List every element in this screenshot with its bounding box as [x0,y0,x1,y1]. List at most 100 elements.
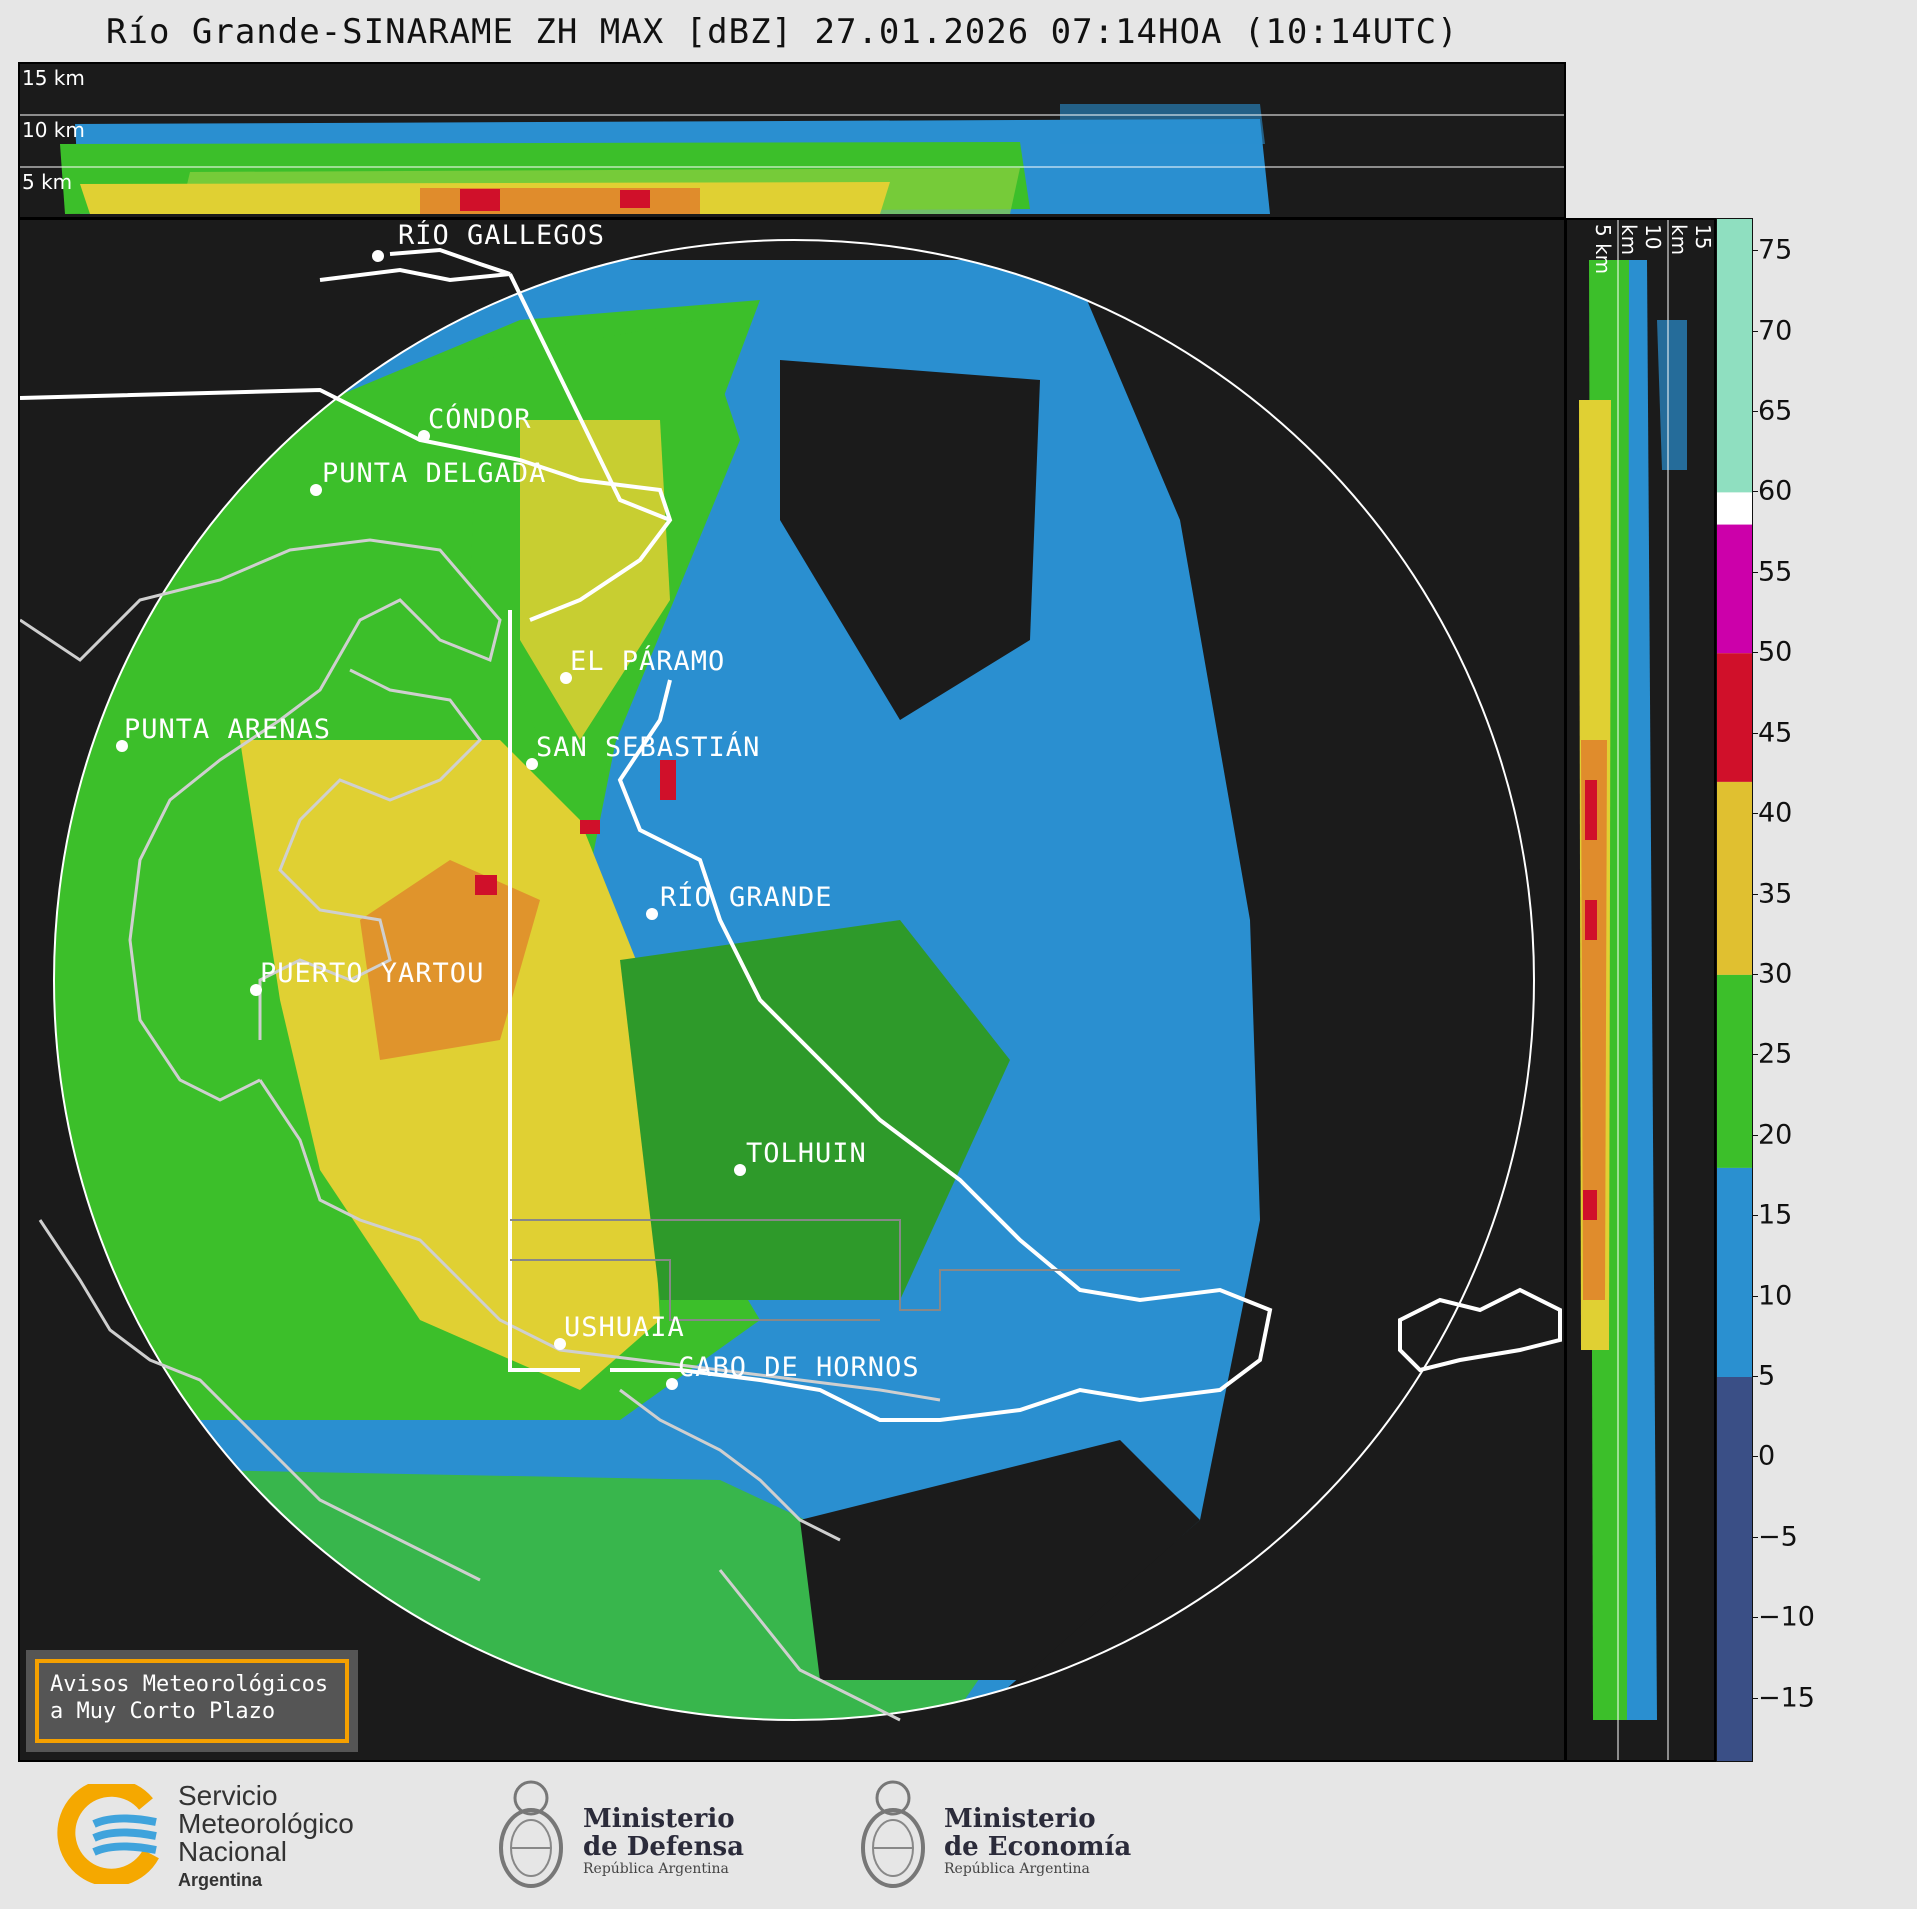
colorbar-tick-mark [1752,652,1758,654]
colorbar-tick-mark [1752,893,1758,895]
colorbar-band [1717,653,1752,782]
colorbar-tick-label: 25 [1758,1038,1793,1070]
city-label: PUERTO YARTOU [260,958,484,989]
smn-line-4: Argentina [178,1870,263,1890]
colorbar-tick-mark [1752,1054,1758,1056]
economia-logo-text: Ministerio de Economía República Argenti… [944,1805,1131,1877]
colorbar-tick-mark [1752,411,1758,412]
colorbar-band [1717,781,1752,975]
defensa-logo-text: Ministerio de Defensa República Argentin… [583,1805,744,1877]
colorbar-tick-label: −15 [1758,1682,1815,1714]
province-borders [510,1219,1180,1321]
colorbar-tick-label: 55 [1758,556,1793,588]
city-label: CABO DE HORNOS [678,1352,920,1383]
city-label: SAN SEBASTIÁN [536,731,760,763]
smn-logo [56,1778,166,1887]
colorbar-tick-mark [1752,973,1758,975]
colorbar-tick-label: 70 [1758,315,1793,347]
colorbar-band [1717,492,1752,525]
colorbar-tick-label: 5 [1758,1360,1776,1392]
colorbar-tick-label: 45 [1758,717,1793,749]
defensa-line-3: República Argentina [583,1861,729,1877]
coastlines [20,538,941,1722]
right-cross-section-plot [1579,220,1687,1760]
right-cross-section: 5 km 10 km 15 km [1565,218,1716,1762]
city-label: RÍO GALLEGOS [398,220,605,251]
smn-line-1: Servicio [178,1780,278,1811]
colorbar-tick-mark [1752,1456,1758,1458]
coat-of-arms-icon [861,1780,925,1888]
colorbar-band [1717,1167,1752,1377]
defensa-line-1: Ministerio [583,1804,735,1834]
colorbar-tick-mark [1752,491,1758,493]
colorbar-tick-label: 15 [1758,1199,1793,1231]
colorbar-band [1717,974,1752,1168]
colorbar-tick-label: 35 [1758,878,1793,909]
economia-seal [856,1776,930,1894]
colorbar-tick-mark [1752,1617,1758,1619]
colorbar-tick-mark [1752,1376,1758,1377]
radar-map-plot: RÍO GALLEGOS CÓNDOR PUNTA DELGADA EL PÁR… [20,220,1562,1722]
economia-line-2: de Economía [944,1832,1132,1862]
colorbar-band [1717,524,1752,654]
defensa-line-2: de Defensa [583,1832,744,1862]
notice-line-2: a Muy Corto Plazo [50,1699,276,1724]
colorbar-band [1717,219,1752,493]
smn-logo-text: Servicio Meteorológico Nacional Argentin… [178,1782,354,1894]
colorbar-tick-label: 30 [1758,958,1793,990]
top-cross-section-plot [20,104,1564,214]
level-label-10km: 10 km [22,118,85,142]
warning-notice-box: Avisos Meteorológicos a Muy Corto Plazo [26,1650,358,1752]
colorbar-tick-label: 40 [1758,797,1793,829]
colorbar-tick-label: 50 [1758,636,1793,668]
level-label-10km: 10 km [1617,224,1665,256]
city-label: PUNTA ARENAS [124,714,331,745]
colorbar-tick-mark [1752,1215,1758,1217]
notice-line-1: Avisos Meteorológicos [50,1672,329,1697]
coat-of-arms-icon [499,1780,563,1888]
colorbar-band [1717,1377,1752,1761]
city-markers [116,250,746,1390]
level-label-5km: 5 km [1591,224,1615,275]
colorbar-tick-mark [1752,250,1758,252]
city-label: USHUAIA [564,1312,685,1343]
colorbar-tick-mark [1752,732,1758,734]
colorbar-tick-mark [1752,330,1758,332]
colorbar-tick-label: 65 [1758,395,1793,427]
level-label-15km: 15 km [22,66,85,90]
colorbar-gradient [1717,219,1752,1761]
colorbar-tick-label: 20 [1758,1119,1793,1151]
reflectivity-field [54,260,1260,1720]
smn-logo-icon [57,1778,159,1887]
colorbar-tick-label: −5 [1758,1521,1798,1553]
colorbar-tick-mark [1752,571,1758,573]
city-label: TOLHUIN [746,1138,867,1169]
colorbar-tick-label: −10 [1758,1601,1815,1633]
city-label: CÓNDOR [428,403,532,435]
economia-line-1: Ministerio [944,1804,1096,1834]
level-label-15km: 15 km [1667,224,1715,256]
colorbar-tick-mark [1752,1697,1758,1699]
colorbar-tick-mark [1752,1536,1758,1538]
city-label: EL PÁRAMO [570,645,725,677]
level-label-5km: 5 km [22,170,73,194]
colorbar [1716,218,1753,1762]
page-title: Río Grande-SINARAME ZH MAX [dBZ] 27.01.2… [106,12,1459,52]
colorbar-tick-label: 60 [1758,475,1793,507]
colorbar-tick-mark [1752,1295,1758,1297]
colorbar-tick-label: 10 [1758,1280,1793,1312]
defensa-seal [494,1776,568,1894]
radar-range-ring [53,239,1535,1721]
boundaries [20,247,1562,1422]
economia-line-3: República Argentina [944,1861,1090,1877]
warning-notice-frame: Avisos Meteorológicos a Muy Corto Plazo [35,1659,349,1743]
top-cross-section: 15 km 10 km 5 km [18,62,1566,219]
colorbar-tick-mark [1752,813,1758,815]
smn-line-2: Meteorológico [178,1808,354,1839]
city-label: PUNTA DELGADA [322,458,546,489]
city-label: RÍO GRANDE [660,881,833,913]
radar-map: RÍO GALLEGOS CÓNDOR PUNTA DELGADA EL PÁR… [18,218,1566,1762]
colorbar-tick-label: 75 [1758,234,1793,266]
colorbar-tick-mark [1752,1134,1758,1136]
colorbar-tick-label: 0 [1758,1440,1776,1472]
